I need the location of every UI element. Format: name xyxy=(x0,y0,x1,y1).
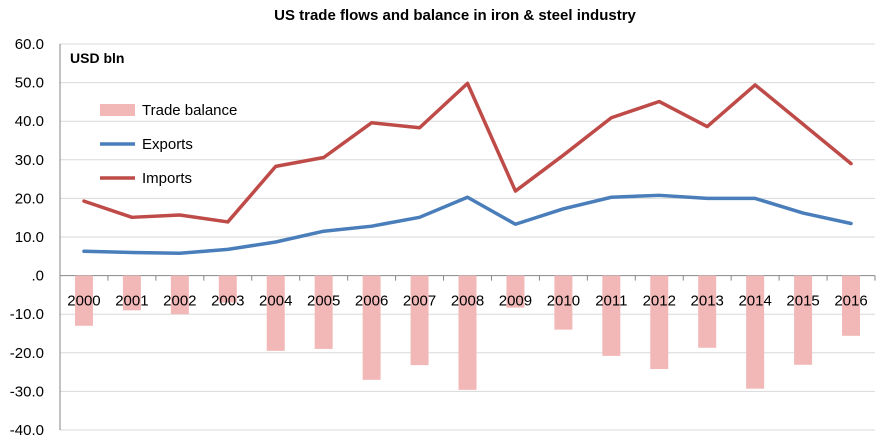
trade-balance-bar xyxy=(554,275,573,330)
x-tick-label: 2001 xyxy=(115,293,148,310)
x-tick-label: 2002 xyxy=(163,293,196,310)
trade-balance-bar xyxy=(266,275,285,351)
x-tick-label: 2010 xyxy=(547,293,580,310)
x-tick-label: 2003 xyxy=(211,293,244,310)
x-tick-label: 2007 xyxy=(403,293,436,310)
y-tick-label: -40.0 xyxy=(10,422,44,439)
trade-balance-bar xyxy=(650,275,669,370)
trade-balance-bar xyxy=(506,275,525,308)
legend-label-trade-balance: Trade balance xyxy=(142,102,237,119)
axis-labels: 60.0 50.0 40.0 30.0 20.0 10.0 .0 -10.0 -20.0 -30.… xyxy=(10,36,868,439)
trade-balance-bar xyxy=(170,275,189,315)
trade-balance-bar xyxy=(218,275,237,303)
trade-balance-bar xyxy=(458,275,477,390)
trade-balance-bar xyxy=(410,275,429,366)
exports-line xyxy=(82,193,853,255)
y-tick-label: 20.0 xyxy=(15,190,44,207)
bar-series xyxy=(74,275,861,390)
trade-balance-bar xyxy=(314,275,333,349)
y-tick-label: 30.0 xyxy=(15,152,44,169)
x-tick-label: 2000 xyxy=(67,293,100,310)
y-tick-label: 50.0 xyxy=(15,75,44,92)
unit-label: USD bln xyxy=(70,50,124,66)
x-tick-label: 2011 xyxy=(595,293,627,310)
x-tick-label: 2004 xyxy=(259,293,292,310)
legend-label-imports: Imports xyxy=(142,170,192,187)
x-tick-label: 2005 xyxy=(307,293,340,310)
legend-swatch-trade-balance xyxy=(100,104,135,116)
x-tick-label: 2006 xyxy=(355,293,388,310)
chart-title: US trade flows and balance in iron & ste… xyxy=(274,7,636,24)
legend: Trade balance Exports Imports xyxy=(100,102,237,187)
x-tick-label: 2013 xyxy=(691,293,724,310)
trade-balance-bar xyxy=(362,275,381,380)
x-tick-label: 2014 xyxy=(738,293,771,310)
y-tick-label: -10.0 xyxy=(10,306,44,323)
trade-balance-bar xyxy=(698,275,717,348)
trade-balance-bar xyxy=(746,275,765,389)
x-tick-label: 2015 xyxy=(786,293,819,310)
x-tick-label: 2008 xyxy=(451,293,484,310)
trade-balance-bar xyxy=(122,275,141,311)
trade-balance-bar xyxy=(842,275,861,336)
y-tick-label: 10.0 xyxy=(15,229,44,246)
x-tick-label: 2009 xyxy=(499,293,532,310)
y-tick-label: 60.0 xyxy=(15,36,44,53)
x-tick-label: 2016 xyxy=(834,293,867,310)
y-tick-label: -20.0 xyxy=(10,345,44,362)
y-tick-label: .0 xyxy=(31,268,44,285)
y-tick-label: -30.0 xyxy=(10,383,44,400)
y-tick-label: 40.0 xyxy=(15,113,44,130)
line-series xyxy=(82,81,853,255)
imports-line xyxy=(82,81,853,224)
trade-balance-bar xyxy=(74,275,93,326)
trade-balance-bar xyxy=(794,275,813,365)
trade-balance-bar xyxy=(602,275,621,356)
x-tick-label: 2012 xyxy=(643,293,676,310)
legend-label-exports: Exports xyxy=(142,136,193,153)
